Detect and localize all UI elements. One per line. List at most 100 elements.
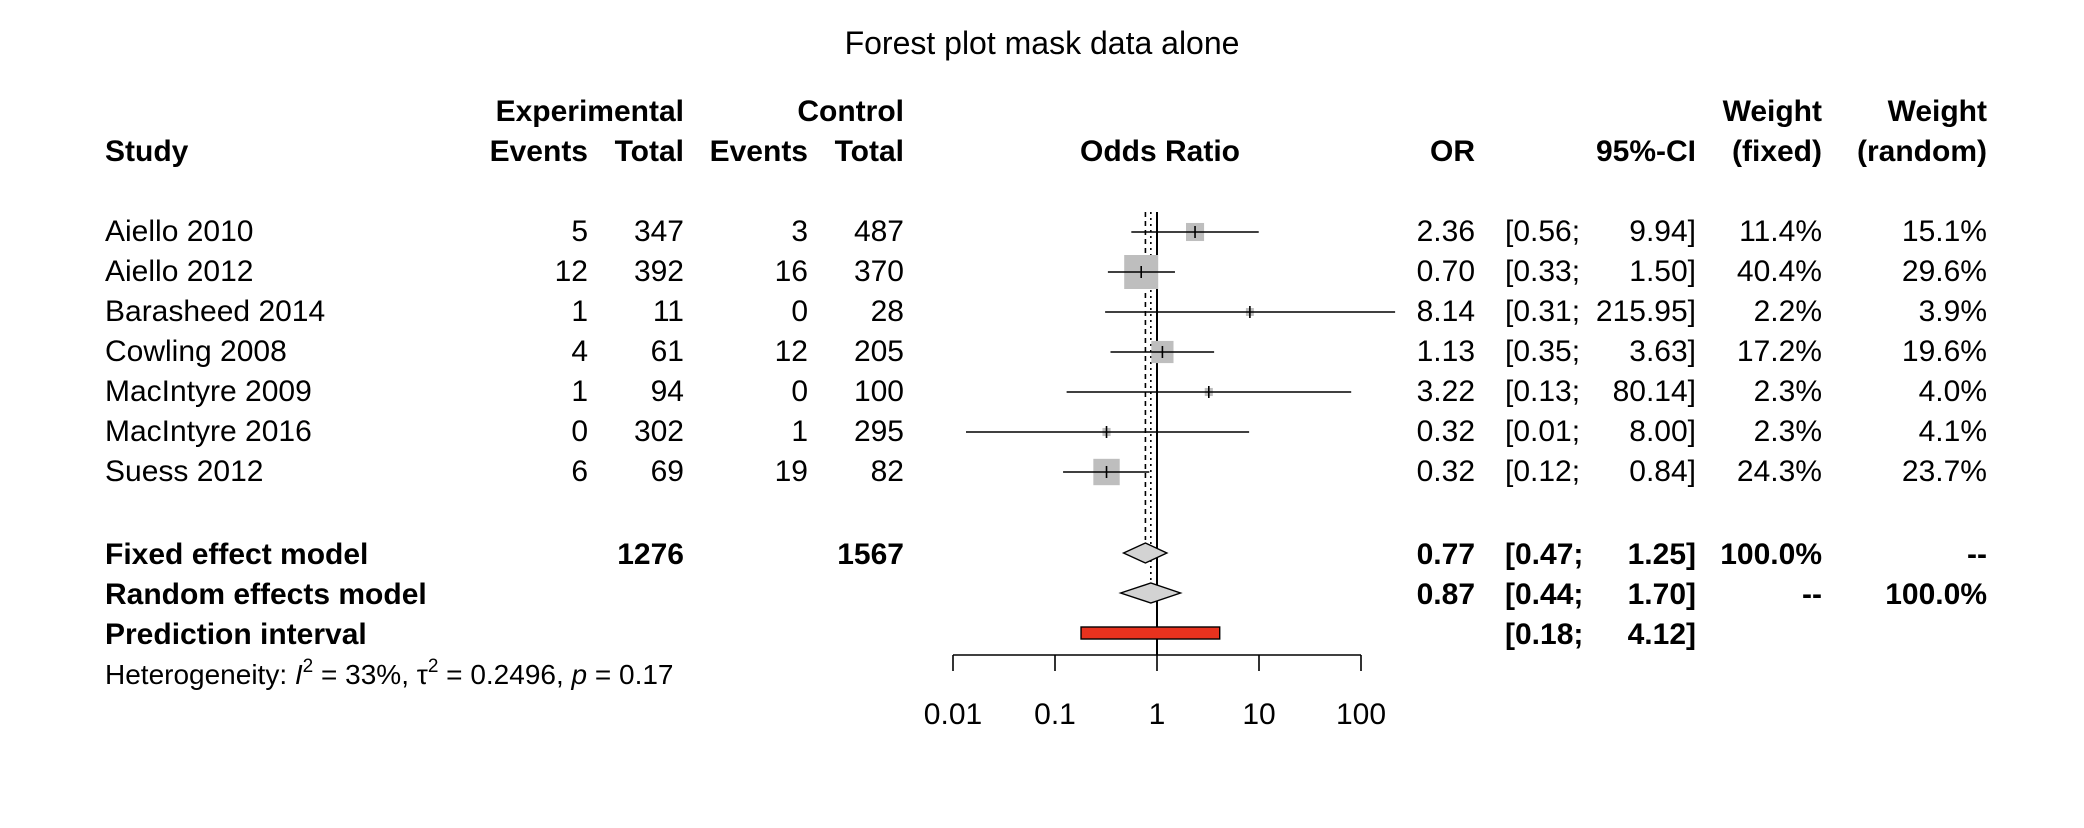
ctrl-total: 100: [853, 375, 904, 408]
random-model-or: 0.87: [1416, 578, 1475, 611]
fixed-model-ctrl-total: 1567: [837, 538, 904, 571]
study-ci-low: [0.33;: [1505, 255, 1581, 288]
study-ci-high: 8.00]: [1629, 415, 1696, 448]
study-or: 0.32: [1416, 455, 1475, 488]
header-fixed: (fixed): [1732, 135, 1822, 168]
heterogeneity-text: Heterogeneity: I2 = 33%, τ2 = 0.2496, p …: [105, 656, 674, 690]
exp-events: 6: [571, 455, 588, 488]
ctrl-total: 295: [853, 415, 904, 448]
study-name: MacIntyre 2016: [105, 415, 312, 448]
prediction-ci-low: [0.18;: [1505, 618, 1584, 651]
chart-title: Forest plot mask data alone: [844, 25, 1240, 61]
study-ci-low: [0.13;: [1505, 375, 1581, 408]
study-ci-low: [0.01;: [1505, 415, 1581, 448]
study-ci-low: [0.56;: [1505, 215, 1581, 248]
exp-total: 392: [633, 255, 684, 288]
study-ci-high: 80.14]: [1612, 375, 1696, 408]
study-weight-fixed: 17.2%: [1736, 335, 1822, 368]
prediction-interval-bar: [1080, 626, 1221, 640]
study-name: Barasheed 2014: [105, 295, 326, 328]
fixed-model-ci-low: [0.47;: [1505, 538, 1584, 571]
ctrl-events: 16: [774, 255, 808, 288]
x-tick-label: 0.1: [1034, 698, 1076, 731]
study-or: 3.22: [1416, 375, 1475, 408]
fixed-model-ci-high: 1.25]: [1627, 538, 1696, 571]
study-weight-random: 4.1%: [1918, 415, 1987, 448]
study-or: 0.70: [1416, 255, 1475, 288]
exp-total: 61: [650, 335, 684, 368]
exp-total: 69: [650, 455, 684, 488]
ctrl-events: 1: [791, 415, 808, 448]
header-weight-random: Weight: [1887, 95, 1987, 128]
x-tick-label: 10: [1242, 698, 1276, 731]
study-ci-low: [0.12;: [1505, 455, 1581, 488]
exp-events: 4: [571, 335, 588, 368]
fixed-model-label: Fixed effect model: [105, 538, 369, 571]
header-study: Study: [105, 135, 189, 168]
header-weight-fixed: Weight: [1722, 95, 1822, 128]
prediction-ci-high: 4.12]: [1627, 618, 1696, 651]
random-model-ci-high: 1.70]: [1627, 578, 1696, 611]
ctrl-total: 487: [853, 215, 904, 248]
exp-total: 11: [652, 295, 684, 328]
study-weight-random: 29.6%: [1901, 255, 1987, 288]
study-name: Suess 2012: [105, 455, 264, 488]
fixed-model-weight-fixed: 100.0%: [1720, 538, 1822, 571]
prediction-label: Prediction interval: [105, 618, 367, 651]
header-or: OR: [1430, 135, 1475, 168]
study-weight-random: 19.6%: [1901, 335, 1987, 368]
x-tick-label: 0.01: [923, 698, 983, 731]
header-control: Control: [797, 95, 904, 128]
random-model-weight-fixed: --: [1802, 578, 1822, 611]
exp-events: 1: [571, 375, 588, 408]
fixed-model-weight-random: --: [1967, 538, 1987, 571]
exp-total: 347: [633, 215, 684, 248]
exp-events: 12: [554, 255, 588, 288]
study-weight-fixed: 11.4%: [1739, 215, 1822, 248]
header-random: (random): [1857, 135, 1987, 168]
study-weight-random: 3.9%: [1918, 295, 1987, 328]
exp-total: 94: [650, 375, 684, 408]
study-weight-fixed: 2.3%: [1753, 415, 1822, 448]
study-weight-random: 4.0%: [1918, 375, 1987, 408]
random-model-weight-random: 100.0%: [1885, 578, 1987, 611]
study-name: Aiello 2010: [105, 215, 254, 248]
study-ci-high: 3.63]: [1629, 335, 1696, 368]
x-tick-label: 1: [1148, 698, 1166, 731]
header-ci: 95%-CI: [1595, 135, 1696, 168]
study-weight-fixed: 2.3%: [1753, 375, 1822, 408]
ctrl-total: 370: [853, 255, 904, 288]
study-name: MacIntyre 2009: [105, 375, 312, 408]
ctrl-events: 19: [774, 455, 808, 488]
ctrl-events: 0: [791, 295, 808, 328]
study-name: Aiello 2012: [105, 255, 254, 288]
random-model-ci-low: [0.44;: [1505, 578, 1584, 611]
study-ci-high: 1.50]: [1629, 255, 1696, 288]
random-model-label: Random effects model: [105, 578, 427, 611]
header-ctrl-events: Events: [709, 135, 808, 168]
ctrl-events: 0: [791, 375, 808, 408]
study-name: Cowling 2008: [105, 335, 287, 368]
study-ci-high: 215.95]: [1595, 295, 1696, 328]
header-ctrl-total: Total: [834, 135, 904, 168]
study-weight-fixed: 40.4%: [1736, 255, 1822, 288]
study-ci-high: 0.84]: [1629, 455, 1696, 488]
exp-events: 1: [571, 295, 588, 328]
study-or: 1.13: [1416, 335, 1475, 368]
study-or: 8.14: [1416, 295, 1475, 328]
ctrl-total: 82: [870, 455, 904, 488]
x-tick-label: 100: [1335, 698, 1387, 731]
ctrl-events: 12: [774, 335, 808, 368]
ctrl-events: 3: [791, 215, 808, 248]
exp-total: 302: [633, 415, 684, 448]
ctrl-total: 28: [870, 295, 904, 328]
study-weight-random: 15.1%: [1901, 215, 1987, 248]
study-ci-high: 9.94]: [1629, 215, 1696, 248]
header-exp-events: Events: [489, 135, 588, 168]
study-or: 2.36: [1416, 215, 1475, 248]
exp-events: 5: [571, 215, 588, 248]
study-weight-fixed: 24.3%: [1736, 455, 1822, 488]
ctrl-total: 205: [853, 335, 904, 368]
exp-events: 0: [571, 415, 588, 448]
